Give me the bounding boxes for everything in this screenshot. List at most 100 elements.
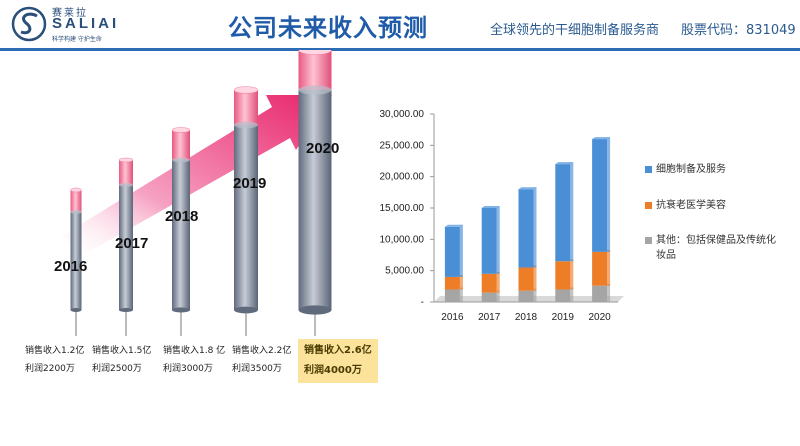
bar-segment-side	[607, 249, 611, 286]
header: 赛莱拉 SALIAI 科学构建 守护生命 公司未来收入预测 全球领先的干细胞制备…	[0, 0, 800, 48]
company-logo[interactable]: 赛莱拉 SALIAI 科学构建 守护生命	[10, 4, 160, 44]
cylinder-body	[172, 160, 190, 310]
cylinder-top	[233, 86, 259, 94]
forecast-caption: 销售收入1.2亿 利润2200万	[25, 342, 84, 378]
cylinder-profit-cap	[234, 90, 258, 125]
cylinder-seam	[119, 183, 133, 187]
legend-swatch	[645, 166, 652, 173]
bar-segment	[592, 139, 608, 252]
cylinder-body	[234, 125, 258, 310]
bar-segment	[592, 251, 608, 286]
profit-label: 利润3500万	[232, 364, 282, 374]
bar-segment	[592, 285, 608, 302]
cylinder-top	[70, 187, 82, 193]
revenue-label: 销售收入1.2亿	[25, 346, 85, 356]
revenue-label: 销售收入1.5亿	[92, 346, 152, 356]
year-label: 2016	[54, 258, 88, 275]
bar-top	[481, 206, 500, 208]
growth-arrow-icon	[60, 95, 332, 258]
bar-segment	[481, 292, 497, 302]
bar-segment-side	[533, 265, 537, 291]
bar-segment	[518, 267, 534, 291]
cylinder-base	[119, 308, 133, 312]
logo-slogan: 科学构建 守护生命	[52, 36, 102, 43]
cylinder-top	[171, 127, 191, 133]
legend-item: 细胞制备及服务	[656, 164, 726, 175]
revenue-label: 销售收入2.6亿	[304, 345, 372, 356]
bar-segment-side	[607, 137, 611, 252]
bar-top	[518, 187, 537, 190]
header-divider	[0, 48, 800, 51]
bar-segment	[444, 226, 460, 277]
legend-swatch	[645, 237, 652, 244]
revenue-label: 销售收入1.8 亿	[163, 346, 226, 356]
cylinder-seam	[298, 85, 332, 95]
profit-label: 利润2500万	[92, 364, 142, 374]
legend-swatch	[645, 202, 652, 209]
revenue-label: 销售收入2.2亿	[232, 346, 292, 356]
bar-segment-side	[459, 274, 463, 290]
cylinder-seam	[172, 157, 190, 163]
revenue-forecast-graphic	[60, 50, 332, 336]
cylinder-base	[70, 308, 82, 312]
logo-emblem-icon	[11, 6, 47, 42]
cylinder-profit-cap	[70, 190, 82, 212]
bar-segment-side	[459, 287, 463, 302]
year-label: 2020	[306, 140, 340, 157]
bar-top	[555, 162, 574, 165]
cylinder-seam	[234, 121, 258, 129]
bar-segment-side	[496, 290, 500, 302]
x-tick-label: 2018	[515, 312, 538, 323]
forecast-caption: 销售收入1.8 亿 利润3000万	[163, 342, 225, 378]
logo-chinese-name: 赛莱拉	[52, 8, 88, 19]
cylinder-group	[70, 50, 332, 336]
bar-segment-side	[570, 162, 574, 262]
y-tick-label: 15,000.00	[380, 203, 425, 214]
bar-segment	[444, 276, 460, 290]
cylinder-base	[298, 305, 332, 315]
bar-segment	[481, 208, 497, 274]
bar-segment-side	[533, 288, 537, 302]
profit-label: 利润2200万	[25, 364, 75, 374]
cylinder-body	[70, 212, 82, 310]
forecast-caption-highlight: 销售收入2.6亿 利润4000万	[298, 339, 378, 383]
bar-segment-side	[496, 271, 500, 293]
cylinder-top	[118, 157, 134, 163]
y-tick-label: 30,000.00	[380, 109, 425, 120]
bar-segment	[481, 273, 497, 293]
cylinder-top	[298, 50, 332, 55]
legend-item: 抗衰老医学美容	[656, 200, 726, 211]
cylinder-body	[298, 90, 332, 310]
y-tick-label: 25,000.00	[380, 140, 425, 151]
page-title: 公司未来收入预测	[228, 14, 428, 42]
logo-english-name: SALIAI	[52, 15, 120, 32]
bar-segment	[555, 164, 571, 262]
profit-label: 利润4000万	[304, 365, 362, 376]
x-tick-label: 2017	[478, 312, 501, 323]
bar-segment	[518, 189, 534, 268]
cylinder-profit-cap	[298, 50, 332, 90]
bar-segment-side	[570, 287, 574, 302]
forecast-caption: 销售收入2.2亿 利润3500万	[232, 342, 291, 378]
x-tick-label: 2020	[588, 312, 611, 323]
revenue-stacked-bar-chart: - 5,000.00 10,000.00 15,000.00 20,000.00 25,0…	[380, 109, 624, 323]
y-tick-label: 5,000.00	[385, 266, 424, 277]
bar-segment-side	[533, 187, 537, 268]
bar-top	[444, 224, 463, 227]
y-tick-label: 10,000.00	[380, 234, 425, 245]
y-tick-label: 20,000.00	[380, 172, 425, 183]
profit-label: 利润3000万	[163, 364, 213, 374]
stock-code: 股票代码：831049	[681, 23, 796, 38]
bar-segment-side	[496, 206, 500, 274]
cylinder-base	[172, 307, 190, 313]
bar-top	[592, 137, 611, 140]
bar-segment	[518, 290, 534, 302]
bar-segment-side	[607, 283, 611, 302]
legend-item: 其他：包括保健品及传统化妆品	[656, 235, 776, 261]
chart-bars	[444, 137, 611, 302]
cylinder-body	[119, 185, 133, 310]
cylinder-seam	[70, 210, 82, 214]
bar-segment	[555, 261, 571, 290]
cylinder-base	[234, 306, 258, 314]
bar-segment	[444, 289, 460, 302]
